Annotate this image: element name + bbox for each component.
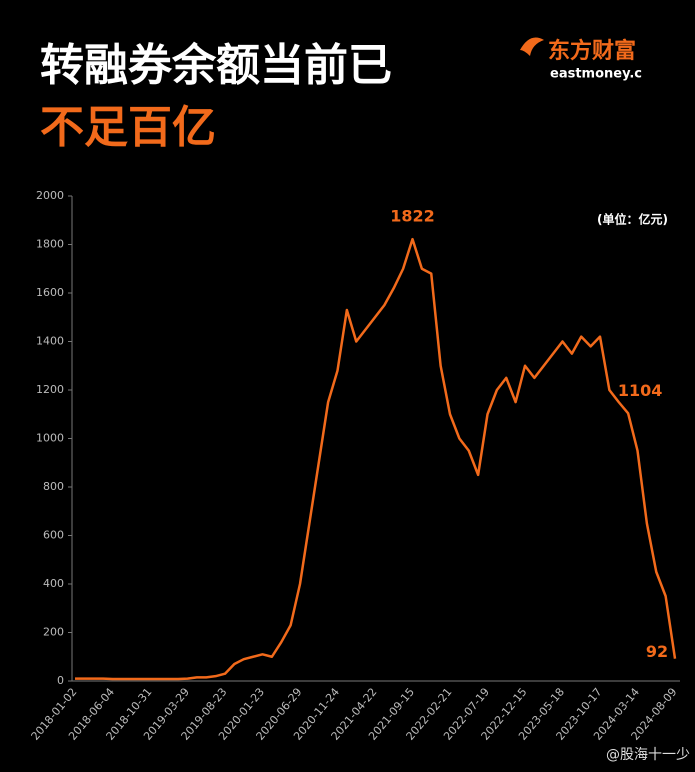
- y-tick-label: 1000: [36, 432, 64, 445]
- unit: (单位：亿元): [597, 212, 668, 227]
- y-tick-label: 200: [43, 626, 64, 639]
- subtitle: 不足百亿: [40, 102, 216, 153]
- y-tick-label: 1600: [36, 286, 64, 299]
- y-tick-label: 1200: [36, 383, 64, 396]
- title: 转融券余额当前已: [40, 40, 392, 91]
- value-label: 1104: [618, 381, 663, 400]
- brand-logo: [520, 37, 544, 56]
- brand: 东方财富: [548, 38, 636, 64]
- value-label: 92: [646, 642, 668, 661]
- data-line: [75, 237, 677, 681]
- watermark: @股海十一少: [606, 747, 690, 763]
- y-tick-label: 0: [57, 674, 64, 687]
- y-tick-label: 1800: [36, 238, 64, 251]
- value-label: 1822: [390, 207, 435, 226]
- y-tick-label: 1400: [36, 335, 64, 348]
- brand-sub: eastmoney.c: [550, 67, 642, 82]
- y-tick-label: 400: [43, 577, 64, 590]
- y-tick-label: 800: [43, 480, 64, 493]
- y-tick-label: 2000: [36, 189, 64, 202]
- y-tick-label: 600: [43, 529, 64, 542]
